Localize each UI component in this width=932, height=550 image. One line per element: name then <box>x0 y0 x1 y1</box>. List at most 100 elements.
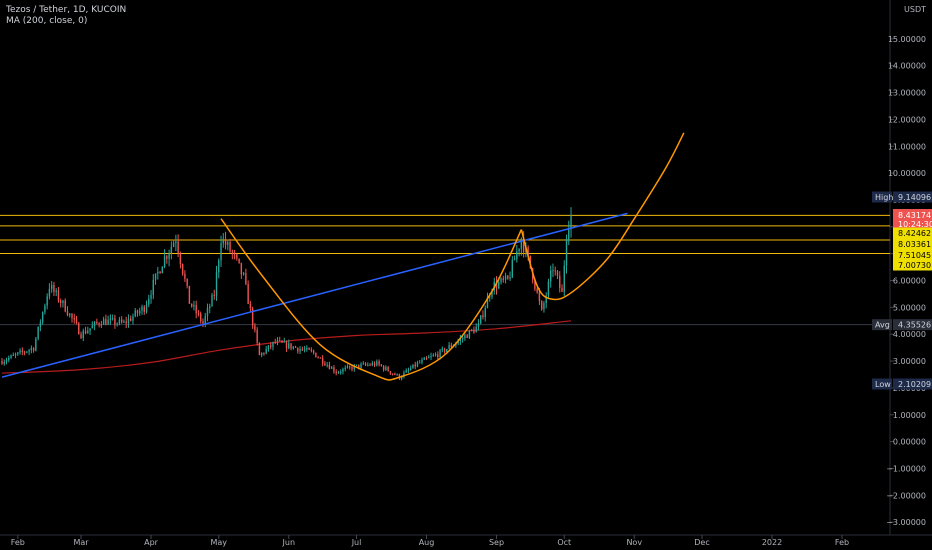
candle-body <box>127 318 130 324</box>
candle-body <box>285 341 288 349</box>
candle-body <box>44 305 46 313</box>
high-badge-value: 9.14096 <box>898 193 931 202</box>
x-tick-label: Dec <box>694 538 709 547</box>
candle-body <box>249 303 252 309</box>
candle-body <box>425 357 428 359</box>
price-axis[interactable] <box>890 0 932 550</box>
candle-body <box>125 321 127 324</box>
candle-body <box>570 215 572 230</box>
candle-body <box>102 319 105 325</box>
candle-body <box>540 301 543 310</box>
y-tick-label: 6.00000 <box>893 277 926 286</box>
candle-body <box>473 329 475 333</box>
candle-body <box>46 296 48 306</box>
candle-body <box>39 322 42 327</box>
candle-body <box>53 284 55 292</box>
candle-body <box>19 350 21 353</box>
candle-body <box>163 256 166 267</box>
candle-body <box>518 248 520 252</box>
candle-body <box>30 348 33 351</box>
candle-body <box>118 319 121 324</box>
candle-body <box>556 271 559 276</box>
candle-body <box>209 306 211 309</box>
candle-body <box>364 363 367 365</box>
candle-body <box>520 238 523 249</box>
x-tick-label: Nov <box>626 538 642 547</box>
candle-body <box>464 335 466 339</box>
drawings[interactable] <box>1 132 685 381</box>
candle-body <box>247 284 249 304</box>
candle-body <box>80 334 82 339</box>
candle-body <box>342 369 344 372</box>
trendline[interactable] <box>1 212 628 378</box>
cup-curve[interactable] <box>220 218 523 381</box>
candle-body <box>504 275 507 280</box>
candle-body <box>389 371 392 374</box>
candle-body <box>414 364 416 367</box>
candle-body <box>303 349 306 351</box>
candle-body <box>400 376 403 379</box>
avg-badge-bg <box>893 319 932 331</box>
x-tick-label: May <box>211 538 228 547</box>
candle-body <box>202 321 204 324</box>
candle-body <box>50 284 53 289</box>
candle-body <box>387 367 389 372</box>
candle-body <box>283 341 285 343</box>
horizontal-levels[interactable] <box>0 214 890 254</box>
candle-body <box>394 373 396 375</box>
candle-body <box>380 364 383 367</box>
candle-body <box>513 259 516 261</box>
x-tick-label: Jul <box>351 538 362 547</box>
candle-body <box>41 312 44 323</box>
candle-body <box>396 374 398 376</box>
candle-body <box>274 342 276 344</box>
candle-body <box>5 360 8 362</box>
candle-body <box>26 351 28 353</box>
candle-body <box>139 310 141 314</box>
candle-body <box>430 356 432 358</box>
candle-body <box>489 296 491 298</box>
x-tick-label: Jun <box>282 538 296 547</box>
candle-body <box>120 319 123 323</box>
candle-body <box>459 338 462 342</box>
candle-body <box>227 241 229 245</box>
candle-body <box>437 354 439 358</box>
y-tick-label: 5.00000 <box>893 303 926 312</box>
candle-body <box>349 366 351 368</box>
avg-badge-tag-bg <box>872 319 892 331</box>
candle-body <box>23 351 26 353</box>
candle-body <box>159 271 161 274</box>
currency-label: USDT <box>904 5 926 14</box>
candle-body <box>552 270 554 272</box>
candle-body <box>206 308 209 317</box>
low-badge-tag-bg <box>872 378 892 390</box>
candle-body <box>132 316 134 321</box>
candle-body <box>229 241 231 252</box>
candle-body <box>28 350 30 352</box>
handle-projection-curve[interactable] <box>520 132 685 301</box>
y-tick-label: 4.00000 <box>893 330 926 339</box>
candle-body <box>391 373 394 375</box>
candle-body <box>84 330 87 334</box>
candle-body <box>96 321 98 324</box>
candle-body <box>233 252 236 255</box>
candle-body <box>220 243 222 261</box>
last-price-badge-countdown: 10:24:30 <box>898 220 932 229</box>
candle-body <box>204 316 206 324</box>
candle-body <box>466 335 468 338</box>
x-tick-label: Apr <box>144 538 159 547</box>
candle-body <box>245 273 247 285</box>
candle-body <box>35 338 37 351</box>
candle-body <box>534 280 536 289</box>
x-tick-label: 2022 <box>762 538 782 547</box>
candle-body <box>439 349 441 358</box>
x-tick-label: Sep <box>489 538 504 547</box>
x-tick-label: Oct <box>557 538 571 547</box>
candle-body <box>441 348 444 350</box>
candle-body <box>32 348 35 351</box>
candle-body <box>130 318 132 321</box>
candle-body <box>382 366 385 370</box>
candle-body <box>238 258 240 263</box>
level-badge-value: 7.00730 <box>898 261 931 270</box>
